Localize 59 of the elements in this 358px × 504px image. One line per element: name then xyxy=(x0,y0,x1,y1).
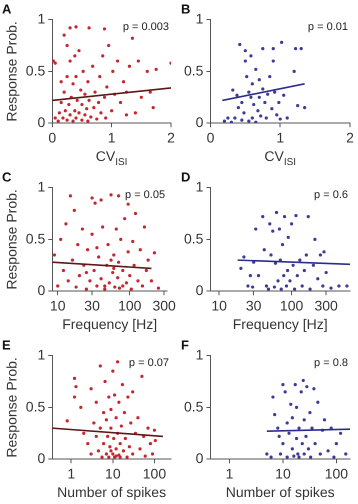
x-tick-label: 1 xyxy=(67,465,76,482)
y-tick-label: 0.5 xyxy=(184,230,204,246)
y-tick-label: 0 xyxy=(196,450,204,466)
x-axis-title: CV$_{ISI}$ xyxy=(264,148,296,168)
x-tick-label: 10 xyxy=(50,297,66,314)
y-tick-label: 1 xyxy=(196,178,204,194)
x-tick-label: 1 xyxy=(276,129,284,146)
y-axis-title: Response Prob. xyxy=(3,189,20,290)
x-axis-title: Number of spikes xyxy=(57,484,166,500)
annotation: p = 0.07 xyxy=(128,357,169,370)
x-axis-title: Frequency [Hz] xyxy=(232,316,328,332)
y-tick-label: 0 xyxy=(37,450,46,466)
y-axis-title: Response Prob. xyxy=(3,357,20,458)
x-tick-label: 0 xyxy=(206,129,215,146)
x-tick-label: 1 xyxy=(226,465,234,482)
y-tick-label: 1 xyxy=(37,10,46,26)
x-tick-label: 300 xyxy=(152,297,176,314)
chart-title: D xyxy=(181,169,190,184)
x-tick-label: 2 xyxy=(346,129,354,146)
y-tick-label: 1 xyxy=(37,178,46,194)
y-tick-label: 1 xyxy=(37,346,46,362)
x-tick-label: 100 xyxy=(142,465,166,482)
x-tick-label: 100 xyxy=(324,465,348,482)
x-tick-label: 1 xyxy=(108,129,116,146)
y-tick-label: 0.5 xyxy=(26,398,46,414)
chart-title: E xyxy=(2,337,11,352)
y-axis-title: Response Prob. xyxy=(3,21,20,122)
x-tick-label: 10 xyxy=(211,297,228,314)
x-tick-label: 10 xyxy=(105,465,121,482)
x-axis-title: CV$_{ISI}$ xyxy=(96,148,128,168)
annotation: p = 0.003 xyxy=(122,21,169,34)
chart-title: B xyxy=(181,1,190,16)
x-axis-title: Frequency [Hz] xyxy=(62,316,158,332)
x-tick-label: 0 xyxy=(48,129,56,146)
y-tick-label: 0.5 xyxy=(26,62,46,78)
x-tick-label: 30 xyxy=(246,297,262,314)
x-tick-label: 300 xyxy=(314,297,338,314)
x-axis-title: Number of spikes xyxy=(226,484,335,500)
chart-title: C xyxy=(2,169,12,184)
y-tick-label: 0 xyxy=(37,114,46,130)
y-tick-label: 0 xyxy=(196,282,204,298)
chart-title: A xyxy=(2,1,12,16)
x-tick-label: 30 xyxy=(84,297,100,314)
annotation: p = 0.8 xyxy=(314,357,348,370)
y-tick-label: 1 xyxy=(196,346,204,362)
y-tick-label: 1 xyxy=(196,10,204,26)
y-tick-label: 0 xyxy=(37,282,46,298)
annotation: p = 0.01 xyxy=(308,21,348,34)
y-tick-label: 0.5 xyxy=(26,230,46,246)
y-tick-label: 0.5 xyxy=(184,398,204,414)
chart-title: F xyxy=(181,337,189,352)
x-tick-label: 100 xyxy=(118,297,142,314)
y-tick-label: 0.5 xyxy=(184,62,204,78)
y-tick-label: 0 xyxy=(196,114,204,130)
x-tick-label: 100 xyxy=(280,297,304,314)
x-tick-label: 2 xyxy=(167,129,176,146)
annotation: p = 0.6 xyxy=(314,189,348,202)
x-tick-label: 10 xyxy=(275,465,291,482)
annotation: p = 0.05 xyxy=(125,189,166,202)
